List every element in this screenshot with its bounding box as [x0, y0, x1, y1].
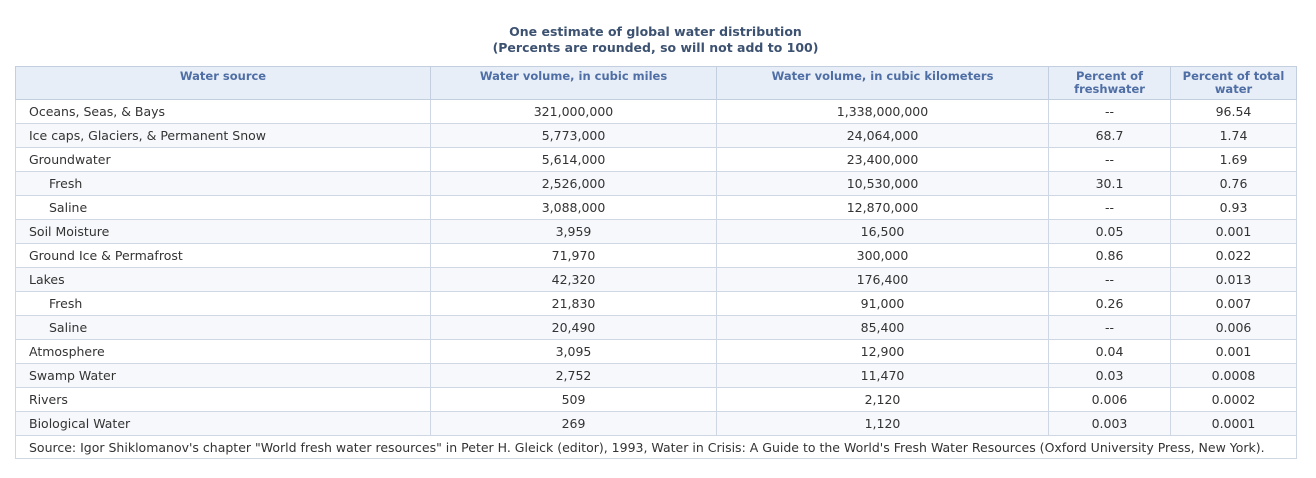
cell-cubic-kilometers: 24,064,000	[716, 123, 1049, 148]
table-row: Lakes 42,320 176,400 -- 0.013	[15, 267, 1297, 292]
cell-percent-freshwater: 0.003	[1048, 411, 1171, 436]
cell-percent-total: 1.69	[1170, 147, 1297, 172]
cell-water-source: Fresh	[15, 171, 431, 196]
cell-cubic-miles: 3,088,000	[430, 195, 717, 220]
cell-cubic-miles: 321,000,000	[430, 99, 717, 124]
table-row: Oceans, Seas, & Bays 321,000,000 1,338,000…	[15, 99, 1297, 124]
table-row: Biological Water 269 1,120 0.003 0.0001	[15, 411, 1297, 436]
cell-percent-freshwater: 0.26	[1048, 291, 1171, 316]
cell-water-source: Ice caps, Glaciers, & Permanent Snow	[15, 123, 431, 148]
table-row: Saline 20,490 85,400 -- 0.006	[15, 315, 1297, 340]
cell-percent-freshwater: 0.05	[1048, 219, 1171, 244]
cell-cubic-miles: 21,830	[430, 291, 717, 316]
cell-water-source: Groundwater	[15, 147, 431, 172]
table-row: Groundwater 5,614,000 23,400,000 -- 1.69	[15, 147, 1297, 172]
column-header-cubic-miles: Water volume, in cubic miles	[430, 66, 717, 100]
cell-percent-total: 0.0001	[1170, 411, 1297, 436]
cell-percent-total: 0.001	[1170, 219, 1297, 244]
cell-water-source: Oceans, Seas, & Bays	[15, 99, 431, 124]
cell-percent-total: 0.006	[1170, 315, 1297, 340]
cell-percent-total: 1.74	[1170, 123, 1297, 148]
cell-cubic-kilometers: 300,000	[716, 243, 1049, 268]
table-row: Swamp Water 2,752 11,470 0.03 0.0008	[15, 363, 1297, 388]
source-note: Source: Igor Shiklomanov's chapter "Worl…	[15, 435, 1297, 459]
cell-water-source: Ground Ice & Permafrost	[15, 243, 431, 268]
table-caption: One estimate of global water distributio…	[15, 24, 1296, 56]
cell-water-source: Soil Moisture	[15, 219, 431, 244]
cell-percent-freshwater: --	[1048, 147, 1171, 172]
cell-cubic-miles: 42,320	[430, 267, 717, 292]
column-header-water-source: Water source	[15, 66, 431, 100]
cell-percent-freshwater: --	[1048, 99, 1171, 124]
cell-cubic-kilometers: 91,000	[716, 291, 1049, 316]
cell-percent-freshwater: 0.86	[1048, 243, 1171, 268]
cell-water-source: Lakes	[15, 267, 431, 292]
table-subtitle: (Percents are rounded, so will not add t…	[492, 40, 819, 55]
cell-percent-total: 96.54	[1170, 99, 1297, 124]
table-row: Atmosphere 3,095 12,900 0.04 0.001	[15, 339, 1297, 364]
cell-water-source: Rivers	[15, 387, 431, 412]
cell-water-source: Saline	[15, 195, 431, 220]
cell-percent-freshwater: 0.006	[1048, 387, 1171, 412]
header-row: Water source Water volume, in cubic mile…	[15, 66, 1297, 100]
cell-percent-total: 0.013	[1170, 267, 1297, 292]
cell-cubic-kilometers: 12,900	[716, 339, 1049, 364]
cell-cubic-miles: 5,773,000	[430, 123, 717, 148]
cell-cubic-miles: 3,095	[430, 339, 717, 364]
table-row: Saline 3,088,000 12,870,000 -- 0.93	[15, 195, 1297, 220]
cell-water-source: Fresh	[15, 291, 431, 316]
cell-percent-freshwater: --	[1048, 315, 1171, 340]
table-row: Fresh 21,830 91,000 0.26 0.007	[15, 291, 1297, 316]
cell-water-source: Biological Water	[15, 411, 431, 436]
cell-water-source: Atmosphere	[15, 339, 431, 364]
cell-percent-total: 0.022	[1170, 243, 1297, 268]
table-row: Rivers 509 2,120 0.006 0.0002	[15, 387, 1297, 412]
cell-cubic-kilometers: 176,400	[716, 267, 1049, 292]
table-row: Ground Ice & Permafrost 71,970 300,000 0.86…	[15, 243, 1297, 268]
table-body: Oceans, Seas, & Bays 321,000,000 1,338,000…	[15, 99, 1297, 436]
cell-cubic-miles: 509	[430, 387, 717, 412]
cell-cubic-miles: 3,959	[430, 219, 717, 244]
column-header-cubic-kilometers: Water volume, in cubic kilometers	[716, 66, 1049, 100]
table-title: One estimate of global water distributio…	[509, 24, 802, 39]
column-header-percent-freshwater: Percent of freshwater	[1048, 66, 1171, 100]
cell-cubic-miles: 2,526,000	[430, 171, 717, 196]
cell-cubic-miles: 5,614,000	[430, 147, 717, 172]
cell-percent-total: 0.93	[1170, 195, 1297, 220]
cell-percent-freshwater: --	[1048, 195, 1171, 220]
cell-cubic-kilometers: 10,530,000	[716, 171, 1049, 196]
cell-percent-freshwater: --	[1048, 267, 1171, 292]
cell-percent-total: 0.001	[1170, 339, 1297, 364]
cell-water-source: Swamp Water	[15, 363, 431, 388]
cell-cubic-miles: 2,752	[430, 363, 717, 388]
cell-cubic-miles: 269	[430, 411, 717, 436]
cell-cubic-miles: 20,490	[430, 315, 717, 340]
cell-percent-freshwater: 0.03	[1048, 363, 1171, 388]
water-distribution-table: Water source Water volume, in cubic mile…	[15, 66, 1297, 459]
source-row: Source: Igor Shiklomanov's chapter "Worl…	[15, 435, 1297, 459]
column-header-percent-total: Percent of total water	[1170, 66, 1297, 100]
cell-percent-total: 0.76	[1170, 171, 1297, 196]
cell-water-source: Saline	[15, 315, 431, 340]
cell-percent-total: 0.007	[1170, 291, 1297, 316]
cell-cubic-miles: 71,970	[430, 243, 717, 268]
cell-cubic-kilometers: 85,400	[716, 315, 1049, 340]
table-row: Ice caps, Glaciers, & Permanent Snow 5,77…	[15, 123, 1297, 148]
cell-percent-freshwater: 68.7	[1048, 123, 1171, 148]
cell-percent-freshwater: 30.1	[1048, 171, 1171, 196]
cell-percent-freshwater: 0.04	[1048, 339, 1171, 364]
cell-percent-total: 0.0002	[1170, 387, 1297, 412]
cell-percent-total: 0.0008	[1170, 363, 1297, 388]
cell-cubic-kilometers: 23,400,000	[716, 147, 1049, 172]
cell-cubic-kilometers: 11,470	[716, 363, 1049, 388]
cell-cubic-kilometers: 2,120	[716, 387, 1049, 412]
cell-cubic-kilometers: 12,870,000	[716, 195, 1049, 220]
cell-cubic-kilometers: 1,338,000,000	[716, 99, 1049, 124]
table-row: Fresh 2,526,000 10,530,000 30.1 0.76	[15, 171, 1297, 196]
cell-cubic-kilometers: 1,120	[716, 411, 1049, 436]
table-row: Soil Moisture 3,959 16,500 0.05 0.001	[15, 219, 1297, 244]
cell-cubic-kilometers: 16,500	[716, 219, 1049, 244]
